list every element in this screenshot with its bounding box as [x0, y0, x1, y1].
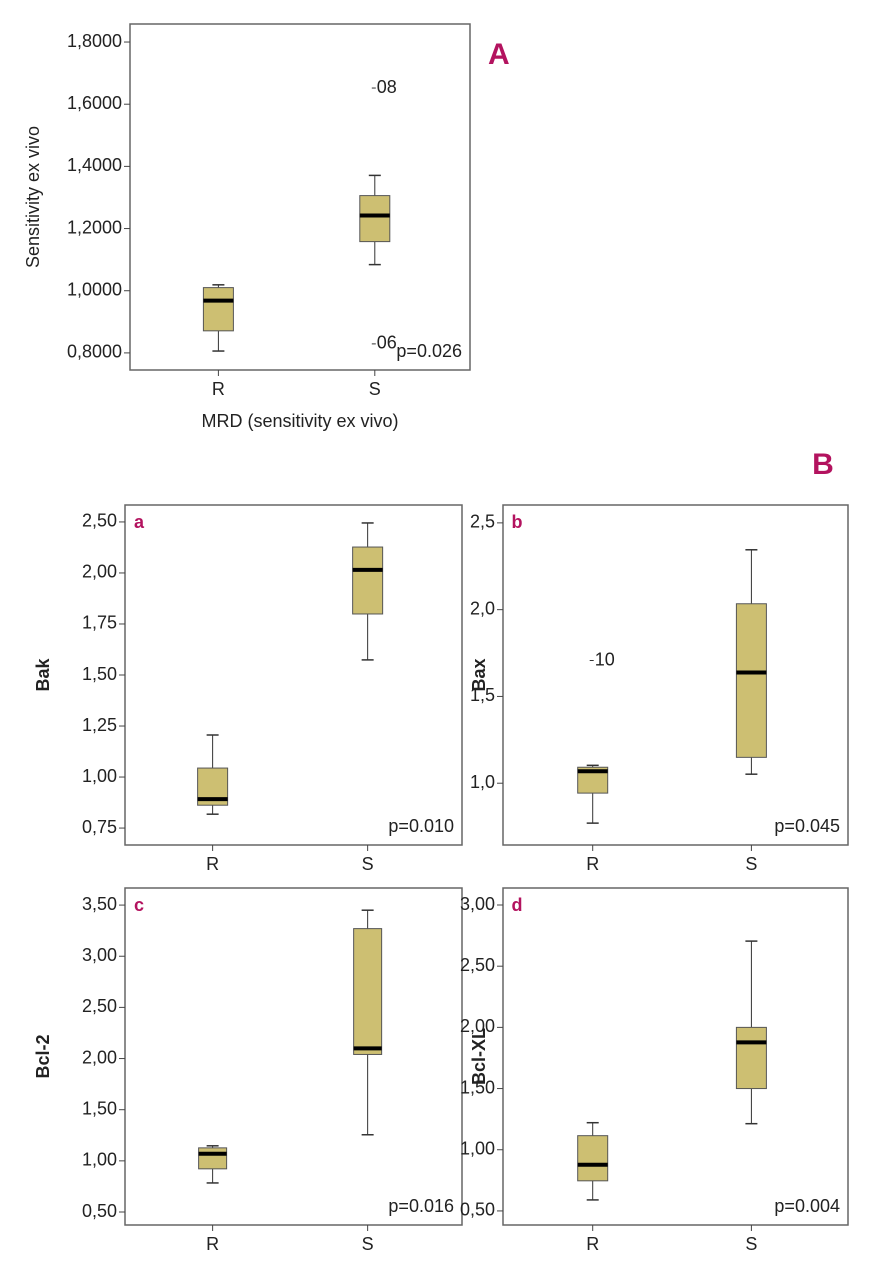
- y-tick-label: 3,50: [82, 894, 117, 914]
- outlier-label: 08: [377, 77, 397, 97]
- plot-frame: [502, 504, 849, 846]
- y-tick-label: 1,2000: [67, 217, 122, 237]
- y-axis-label: Bcl-2: [33, 1034, 53, 1078]
- box: [352, 546, 384, 615]
- x-tick-label: S: [362, 854, 374, 874]
- y-tick-label: 3,00: [82, 945, 117, 965]
- panel-label: B: [812, 448, 834, 481]
- y-tick-label: 2,00: [460, 1016, 495, 1036]
- y-axis-label: Bax: [469, 658, 489, 691]
- box: [577, 1135, 609, 1182]
- y-tick-label: 1,4000: [67, 155, 122, 175]
- plot-frame: [124, 887, 463, 1226]
- y-tick-label: 1,0: [470, 772, 495, 792]
- x-tick-label: S: [745, 854, 757, 874]
- x-tick-label: R: [586, 854, 599, 874]
- y-tick-label: 2,00: [82, 1047, 117, 1067]
- y-tick-label: 2,0: [470, 598, 495, 618]
- x-tick-label: R: [586, 1234, 599, 1254]
- p-value: p=0.045: [774, 816, 840, 836]
- y-tick-label: 1,25: [82, 715, 117, 735]
- y-tick-label: 1,00: [460, 1138, 495, 1158]
- y-tick-label: 1,8000: [67, 31, 122, 51]
- y-tick-label: 3,00: [460, 894, 495, 914]
- y-tick-label: 2,00: [82, 562, 117, 582]
- y-axis-label: Bak: [33, 658, 53, 692]
- y-tick-label: 1,50: [82, 1098, 117, 1118]
- box: [202, 287, 234, 332]
- y-tick-label: 1,5: [470, 685, 495, 705]
- y-tick-label: 0,50: [82, 1201, 117, 1221]
- box: [198, 1147, 228, 1170]
- p-value: p=0.004: [774, 1196, 840, 1216]
- y-tick-label: 0,50: [460, 1200, 495, 1220]
- x-tick-label: R: [206, 854, 219, 874]
- plot-frame: [124, 504, 463, 846]
- box: [735, 1026, 767, 1090]
- y-tick-label: 1,0000: [67, 279, 122, 299]
- y-tick-label: 0,8000: [67, 342, 122, 362]
- y-tick-label: 1,6000: [67, 93, 122, 113]
- panel-letter: A: [488, 38, 510, 71]
- y-tick-label: 1,00: [82, 1150, 117, 1170]
- x-tick-label: R: [206, 1234, 219, 1254]
- panel-letter: d: [512, 895, 523, 915]
- p-value: p=0.026: [396, 341, 462, 361]
- y-axis-label: Sensitivity ex vivo: [23, 126, 43, 268]
- plot-frame: [502, 887, 849, 1226]
- y-tick-label: 1,00: [82, 766, 117, 786]
- panel-letter: a: [134, 512, 145, 532]
- y-tick-label: 2,5: [470, 512, 495, 532]
- x-tick-label: S: [369, 379, 381, 399]
- p-value: p=0.010: [388, 816, 454, 836]
- outlier-label: 06: [377, 333, 397, 353]
- x-tick-label: S: [745, 1234, 757, 1254]
- panel-letter: c: [134, 895, 144, 915]
- y-tick-label: 1,75: [82, 613, 117, 633]
- y-tick-label: 2,50: [82, 996, 117, 1016]
- y-tick-label: 2,50: [82, 511, 117, 531]
- outlier-label: 10: [595, 649, 615, 669]
- x-axis-label: MRD (sensitivity ex vivo): [201, 411, 398, 431]
- panel-letter: b: [512, 512, 523, 532]
- y-tick-label: 0,75: [82, 817, 117, 837]
- y-tick-label: 1,50: [82, 664, 117, 684]
- p-value: p=0.016: [388, 1196, 454, 1216]
- box: [359, 195, 391, 243]
- box: [735, 603, 767, 758]
- plot-frame: [129, 23, 471, 371]
- y-tick-label: 1,50: [460, 1077, 495, 1097]
- x-tick-label: R: [212, 379, 225, 399]
- y-tick-label: 2,50: [460, 955, 495, 975]
- y-axis-label: Bcl-XL: [469, 1028, 489, 1085]
- x-tick-label: S: [362, 1234, 374, 1254]
- box: [353, 928, 383, 1055]
